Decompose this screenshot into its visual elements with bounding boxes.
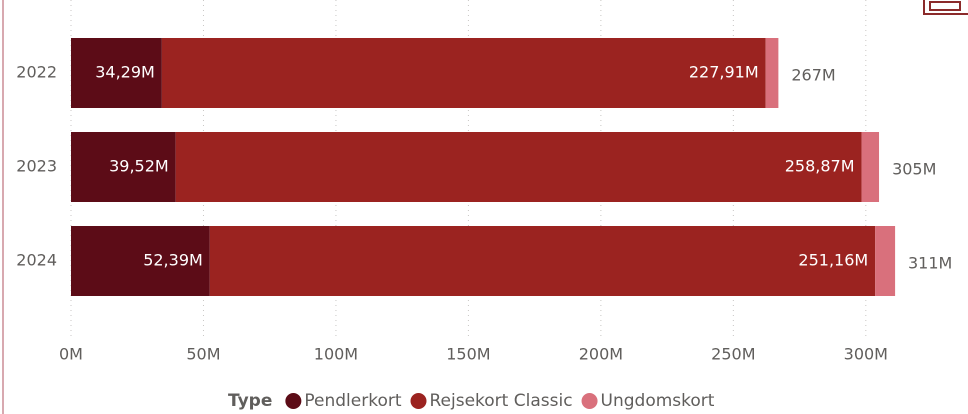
x-tick-label: 100M [314, 345, 358, 364]
total-label: 311M [908, 254, 952, 273]
legend-marker [410, 393, 427, 409]
bar-segment [209, 226, 876, 296]
legend: Type Pendlerkort Rejsekort Classic Ungdomsk… [228, 391, 715, 411]
bar-segment [861, 132, 880, 202]
legend-marker [581, 393, 598, 409]
total-label: 267M [791, 66, 835, 85]
bar-segment [875, 226, 896, 296]
x-tick-label: 250M [711, 345, 755, 364]
x-tick-label: 50M [186, 345, 220, 364]
labels: 0M 50M 100M 150M 200M 250M 300M 2022 34,29M 227,9… [16, 63, 952, 364]
legend-title: Type [228, 391, 272, 411]
x-tick-label: 300M [844, 345, 888, 364]
x-tick-label: 150M [446, 345, 490, 364]
bar-segment [71, 226, 210, 296]
x-tick-label: 200M [579, 345, 623, 364]
bar-segment [71, 132, 176, 202]
data-label: 251,16M [798, 251, 868, 270]
bar-segment [765, 38, 779, 108]
bar-segment [71, 38, 162, 108]
data-label: 34,29M [95, 63, 155, 82]
focus-icon[interactable] [923, 0, 968, 15]
legend-label: Pendlerkort [304, 391, 401, 411]
y-tick-label: 2023 [16, 157, 57, 176]
legend-label: Rejsekort Classic [430, 391, 573, 411]
data-label: 52,39M [143, 251, 203, 270]
x-tick-label: 0M [59, 345, 83, 364]
bar-segment [175, 132, 862, 202]
bar-segment [161, 38, 766, 108]
y-tick-label: 2022 [16, 63, 57, 82]
legend-marker [285, 393, 302, 409]
data-label: 39,52M [109, 157, 169, 176]
bars [71, 38, 896, 296]
legend-label: Ungdomskort [601, 391, 715, 411]
data-label: 258,87M [785, 157, 855, 176]
y-tick-label: 2024 [16, 251, 57, 270]
total-label: 305M [892, 160, 936, 179]
data-label: 227,91M [689, 63, 759, 82]
